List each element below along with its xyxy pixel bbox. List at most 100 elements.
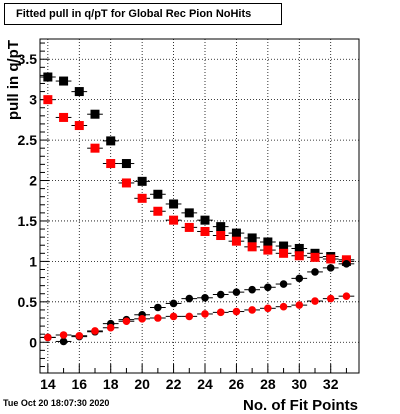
data-point: [311, 268, 319, 276]
data-point: [201, 310, 209, 318]
data-point: [264, 283, 272, 292]
data-point: [137, 176, 147, 186]
data-point: [169, 199, 179, 209]
y-tick-label: 3.5: [18, 51, 38, 67]
data-point: [310, 252, 320, 262]
data-point: [232, 288, 241, 296]
y-tick-label: 1.5: [18, 213, 38, 229]
data-point: [247, 233, 257, 243]
data-point: [248, 306, 256, 314]
plot-frame-background: [40, 39, 359, 373]
x-tick-label: 24: [197, 376, 213, 392]
data-point: [185, 312, 194, 321]
data-point: [90, 143, 100, 153]
y-axis-label: pull in q/pT: [5, 40, 22, 120]
data-point: [59, 337, 68, 346]
series-2: [40, 95, 355, 265]
x-tick-label: 30: [291, 376, 307, 392]
data-point: [326, 264, 335, 272]
data-point: [341, 255, 351, 265]
data-point: [200, 226, 210, 236]
data-point: [263, 237, 273, 247]
datestamp: Tue Oct 20 18:07:30 2020: [3, 398, 110, 408]
x-tick-label: 14: [40, 376, 56, 392]
x-axis-label: No. of Fit Points: [243, 397, 358, 414]
x-tick-label: 16: [71, 376, 87, 392]
y-tick-label: 3: [29, 92, 37, 108]
data-point: [91, 327, 99, 335]
data-point: [311, 297, 319, 305]
data-point: [90, 109, 100, 119]
data-point: [74, 121, 84, 131]
y-tick-label: 2.5: [18, 132, 38, 148]
x-tick-label: 26: [229, 376, 245, 392]
data-point: [263, 245, 273, 255]
data-point: [59, 331, 68, 339]
data-point: [326, 294, 335, 303]
y-tick-label: 1: [29, 253, 37, 269]
data-point: [294, 243, 304, 253]
data-point: [216, 222, 226, 232]
data-point: [154, 303, 162, 312]
data-point: [121, 159, 131, 169]
data-point: [122, 317, 131, 326]
data-point: [342, 260, 351, 268]
data-point: [232, 307, 241, 316]
data-point: [43, 95, 53, 105]
data-point: [294, 251, 304, 261]
data-point: [216, 308, 225, 317]
series-4: [40, 292, 355, 342]
data-point: [248, 285, 256, 294]
axes: 14 16 18 20 22 24 26 28 30 32 0 0.5 1 1.5 2 2.5 3 3.5: [18, 42, 347, 392]
data-point: [184, 208, 194, 218]
grid: [40, 39, 359, 373]
y-tick-label: 0.5: [18, 294, 38, 310]
data-point: [231, 228, 241, 238]
y-tick-label: 2: [29, 173, 37, 189]
chart-title: Fitted pull in q/pT for Global Rec Pion …: [4, 3, 282, 25]
data-point: [200, 215, 210, 225]
data-point: [106, 136, 116, 146]
x-tick-label: 32: [323, 376, 339, 392]
data-point: [279, 280, 288, 288]
data-point: [231, 236, 241, 246]
data-point: [264, 304, 272, 313]
data-point: [59, 112, 69, 122]
data-point: [121, 178, 131, 188]
data-point: [279, 241, 289, 251]
data-point: [216, 231, 226, 241]
x-tick-label: 18: [103, 376, 119, 392]
data-point: [295, 274, 304, 283]
data-point: [216, 290, 225, 299]
data-point: [279, 302, 288, 311]
data-point: [153, 206, 163, 216]
data-marks: [40, 72, 355, 346]
data-point: [153, 189, 163, 199]
data-point: [44, 333, 52, 342]
x-tick-label: 20: [134, 376, 150, 392]
data-point: [59, 76, 69, 86]
data-point: [247, 242, 257, 252]
data-point: [43, 72, 53, 82]
data-point: [342, 292, 351, 300]
data-point: [295, 301, 304, 309]
data-point: [106, 159, 116, 169]
data-point: [185, 294, 194, 303]
data-point: [201, 293, 209, 302]
data-point: [184, 222, 194, 232]
data-point: [137, 193, 147, 203]
data-point: [326, 254, 336, 264]
data-point: [74, 87, 84, 97]
data-point: [169, 215, 179, 225]
data-point: [154, 314, 162, 322]
data-point: [106, 323, 115, 332]
x-tick-label: 22: [166, 376, 182, 392]
plot-frame: [39, 38, 360, 374]
data-point: [138, 315, 146, 323]
data-point: [169, 299, 178, 308]
data-point: [279, 248, 289, 258]
data-point: [75, 331, 84, 340]
x-tick-label: 28: [260, 376, 276, 392]
y-tick-label: 0: [29, 334, 37, 350]
